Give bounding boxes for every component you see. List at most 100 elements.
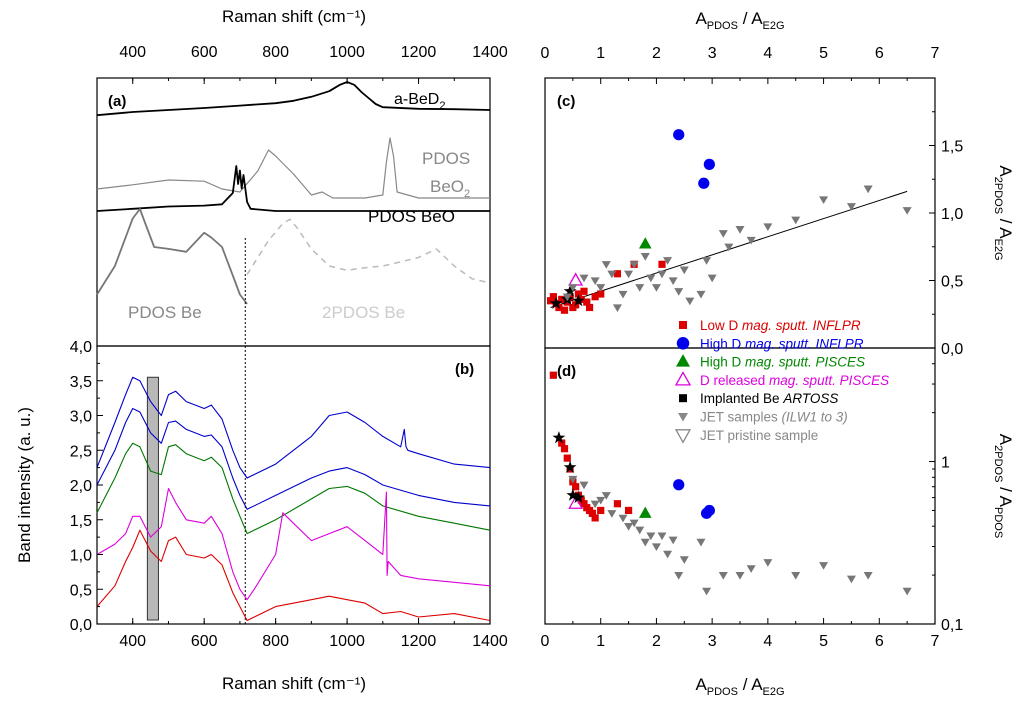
a-series-line bbox=[96, 137, 490, 199]
scatter-point bbox=[703, 504, 715, 517]
scatter-point bbox=[635, 526, 645, 535]
scatter-point bbox=[746, 236, 756, 245]
scatter-point bbox=[618, 290, 628, 299]
a-top-tick-label: 1000 bbox=[329, 44, 365, 61]
scatter-point bbox=[549, 296, 563, 309]
d-y-tick-label: 0,1 bbox=[941, 617, 963, 634]
b-series-line bbox=[96, 376, 491, 479]
yc-sub1: 2PDOS bbox=[992, 177, 1004, 214]
scatter-point bbox=[558, 439, 566, 447]
scatter-point bbox=[718, 230, 728, 238]
label-abed2-sub: 2 bbox=[439, 100, 445, 112]
c-x-tick-label: 1 bbox=[596, 45, 605, 62]
scatter-point bbox=[549, 371, 557, 379]
yd-sep: / A bbox=[996, 482, 1015, 507]
b-y-tick-label: 0,5 bbox=[70, 582, 92, 599]
scatter-point bbox=[702, 587, 712, 596]
scatter-point bbox=[580, 500, 588, 508]
legend-label: High D bbox=[700, 336, 745, 351]
label-pdos-beo2-line1: PDOS bbox=[422, 149, 470, 168]
label-pdos-beo2-line2: BeO2 bbox=[430, 177, 470, 200]
scatter-point bbox=[607, 510, 617, 518]
label-abed2-main: a-BeD bbox=[394, 91, 439, 108]
scatter-point bbox=[674, 371, 692, 386]
label-pdos-beo2-sub: 2 bbox=[464, 188, 470, 200]
label-abed2: a-BeD2 bbox=[394, 91, 445, 112]
scatter-point bbox=[668, 277, 678, 285]
scatter-point bbox=[590, 500, 600, 509]
xc-sub1: PDOS bbox=[707, 20, 738, 32]
scatter-point bbox=[552, 431, 566, 444]
legend-label-italic: mag. sputt. PISCES bbox=[769, 373, 889, 388]
scatter-point bbox=[651, 543, 661, 551]
scatter-point bbox=[618, 514, 628, 523]
xd-sep: / A bbox=[738, 675, 763, 694]
scatter-point bbox=[696, 290, 706, 299]
scatter-point bbox=[658, 260, 666, 268]
xc-main: A bbox=[695, 9, 707, 28]
scatter-point bbox=[597, 290, 605, 298]
label-pdos-beo2-main: BeO bbox=[430, 177, 464, 196]
scatter-point bbox=[629, 519, 639, 528]
c-x-tick-label: 3 bbox=[708, 45, 717, 62]
a-series-line bbox=[96, 165, 490, 212]
b-series-line bbox=[96, 442, 491, 535]
a-top-tick-label: 800 bbox=[262, 44, 289, 61]
scatter-point bbox=[676, 354, 690, 367]
xd-sub1: PDOS bbox=[707, 686, 738, 698]
legend-entry: D released mag. sputt. PISCES bbox=[700, 373, 889, 388]
scatter-point bbox=[596, 284, 606, 292]
scatter-point bbox=[657, 532, 667, 541]
scatter-point bbox=[640, 253, 650, 261]
legend-entry: High D mag. sputt. INFLPR bbox=[700, 336, 864, 351]
scatter-point bbox=[562, 293, 572, 302]
legend-label: Implanted Be bbox=[700, 391, 783, 406]
scatter-point bbox=[549, 293, 557, 301]
d-x-tick-label: 7 bbox=[931, 633, 940, 650]
scatter-point bbox=[735, 571, 745, 580]
yd-main: A bbox=[996, 434, 1015, 446]
d-y-tick-label: 1 bbox=[941, 455, 950, 472]
panel-d-letter: (d) bbox=[557, 363, 576, 380]
scatter-point bbox=[572, 483, 580, 491]
scatter-point bbox=[558, 295, 566, 303]
scatter-point bbox=[580, 287, 588, 295]
label-2pdos-be: 2PDOS Be bbox=[322, 303, 405, 322]
scatter-point bbox=[673, 479, 685, 491]
a-series-line bbox=[96, 208, 248, 305]
scatter-point bbox=[735, 226, 745, 234]
b-x-tick-label: 1000 bbox=[329, 633, 365, 650]
b-y-tick-label: 2,5 bbox=[70, 443, 92, 460]
a-top-tick-label: 1400 bbox=[472, 44, 508, 61]
xd-sub2: E2G bbox=[763, 686, 785, 698]
scatter-point bbox=[902, 207, 912, 215]
b-y-tick-label: 4,0 bbox=[70, 339, 92, 356]
scatter-point bbox=[585, 303, 594, 312]
scatter-point bbox=[566, 488, 580, 501]
c-x-tick-label: 4 bbox=[763, 45, 772, 62]
b-series-line bbox=[96, 529, 491, 622]
scatter-point bbox=[679, 556, 689, 564]
scatter-point bbox=[572, 294, 585, 307]
scatter-point bbox=[724, 243, 734, 252]
scatter-point bbox=[791, 571, 801, 580]
scatter-point bbox=[629, 261, 639, 269]
scatter-point bbox=[568, 284, 578, 292]
c-y-tick-label: 1,5 bbox=[941, 139, 963, 156]
scatter-point bbox=[707, 274, 717, 283]
b-x-tick-label: 1200 bbox=[401, 633, 437, 650]
scatter-point bbox=[819, 562, 829, 570]
scatter-point bbox=[703, 158, 715, 171]
scatter-point bbox=[588, 509, 596, 517]
scatter-point bbox=[563, 284, 577, 297]
legend-label: JET pristine sample bbox=[700, 428, 818, 443]
scatter-point bbox=[763, 559, 773, 567]
scatter-point bbox=[624, 506, 633, 515]
scatter-point bbox=[663, 550, 673, 559]
scatter-point bbox=[846, 575, 856, 584]
scatter-point bbox=[674, 288, 684, 296]
y-axis-title-c: A2PDOS / AE2G bbox=[992, 165, 1015, 260]
c-y-tick-label: 0,0 bbox=[941, 341, 963, 358]
label-pdos-be: PDOS Be bbox=[128, 303, 202, 322]
